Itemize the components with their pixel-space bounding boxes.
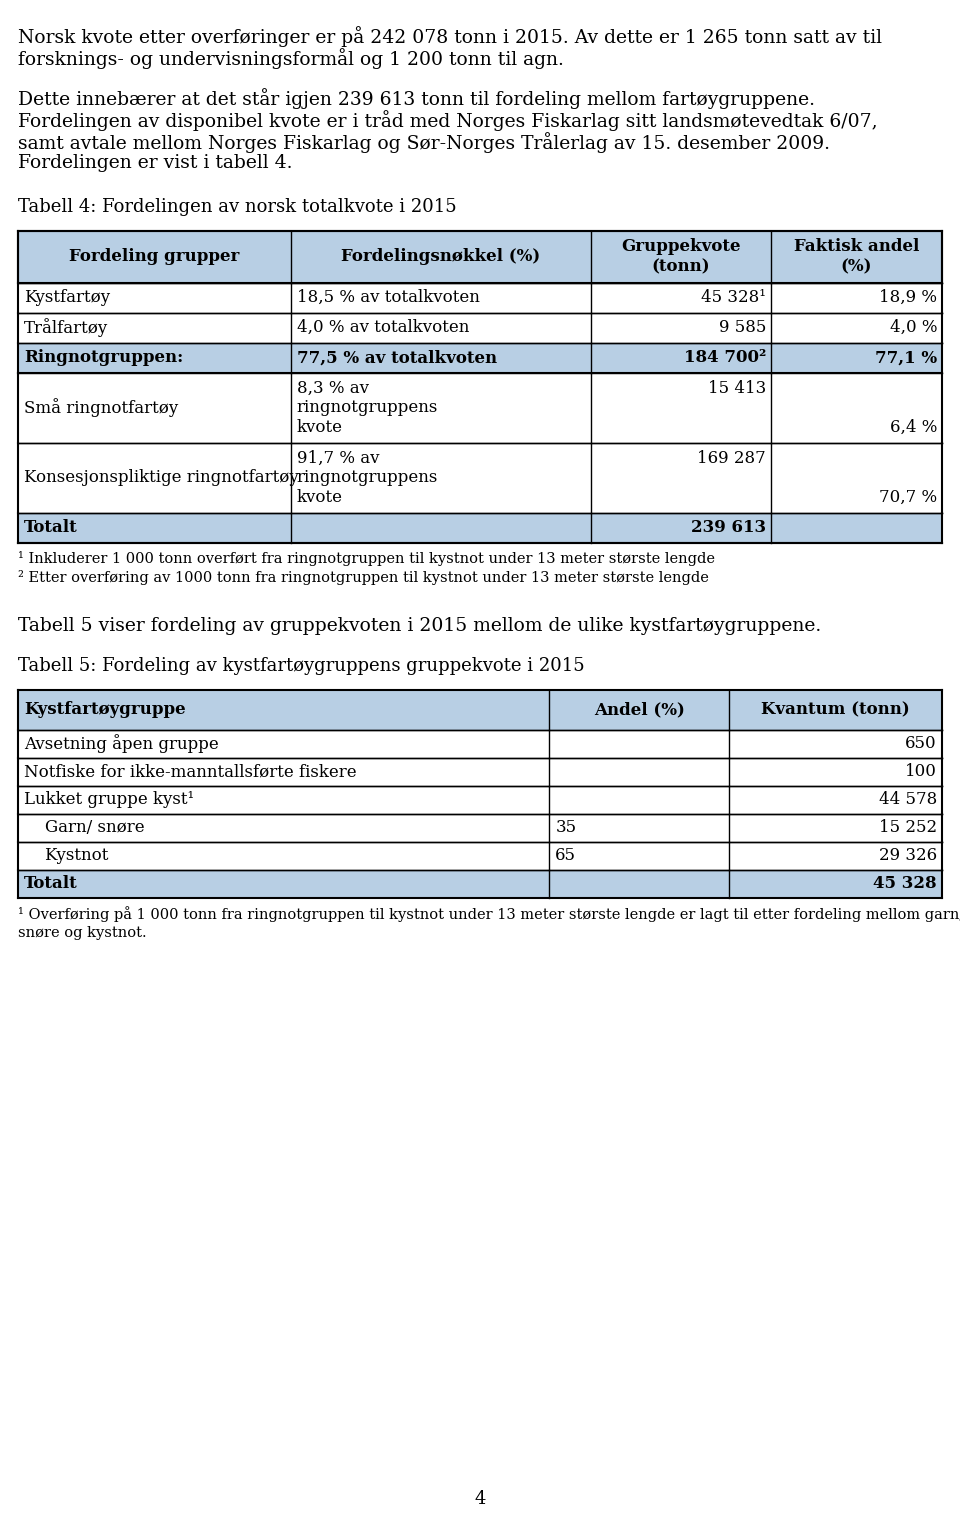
Text: 45 328¹: 45 328¹	[701, 289, 766, 306]
Text: 239 613: 239 613	[691, 519, 766, 536]
Text: 100: 100	[905, 763, 937, 780]
Text: 6,4 %: 6,4 %	[890, 419, 937, 436]
Text: 91,7 % av
ringnotgruppens
kvote: 91,7 % av ringnotgruppens kvote	[297, 450, 438, 506]
Text: Tabell 4: Fordelingen av norsk totalkvote i 2015: Tabell 4: Fordelingen av norsk totalkvot…	[18, 197, 457, 216]
Text: 70,7 %: 70,7 %	[878, 488, 937, 505]
Text: Fordelingen av disponibel kvote er i tråd med Norges Fiskarlag sitt landsmøteved: Fordelingen av disponibel kvote er i trå…	[18, 110, 877, 132]
Text: Notfiske for ikke-manntallsførte fiskere: Notfiske for ikke-manntallsførte fiskere	[24, 763, 356, 780]
Text: Kystfartøy: Kystfartøy	[24, 289, 110, 306]
Text: 77,1 %: 77,1 %	[875, 349, 937, 366]
Text: 15 413: 15 413	[708, 379, 766, 396]
Bar	[18, 757, 942, 786]
Text: Konsesjonspliktige ringnotfartøy: Konsesjonspliktige ringnotfartøy	[24, 470, 299, 487]
Bar	[18, 513, 942, 543]
Text: Tabell 5: Fordeling av kystfartøygruppens gruppekvote i 2015: Tabell 5: Fordeling av kystfartøygruppen…	[18, 656, 585, 675]
Text: Andel (%): Andel (%)	[594, 701, 684, 718]
Text: 8,3 % av
ringnotgruppens
kvote: 8,3 % av ringnotgruppens kvote	[297, 379, 438, 436]
Bar	[18, 373, 942, 442]
Text: Gruppekvote
(tonn): Gruppekvote (tonn)	[621, 239, 741, 275]
Text: Avsetning åpen gruppe: Avsetning åpen gruppe	[24, 734, 219, 753]
Text: 4,0 % av totalkvoten: 4,0 % av totalkvoten	[297, 320, 468, 337]
Bar	[18, 231, 942, 283]
Bar	[18, 312, 942, 343]
Text: Totalt: Totalt	[24, 875, 78, 892]
Text: Dette innebærer at det står igjen 239 613 tonn til fordeling mellom fartøygruppe: Dette innebærer at det står igjen 239 61…	[18, 89, 815, 109]
Text: Kystnot: Kystnot	[24, 848, 108, 864]
Bar	[18, 869, 942, 898]
Text: 9 585: 9 585	[719, 320, 766, 337]
Text: 184 700²: 184 700²	[684, 349, 766, 366]
Text: 4,0 %: 4,0 %	[890, 320, 937, 337]
Bar	[18, 842, 942, 869]
Text: Trålfartøy: Trålfartøy	[24, 318, 108, 337]
Text: Kvantum (tonn): Kvantum (tonn)	[761, 701, 910, 718]
Bar	[18, 690, 942, 730]
Text: 650: 650	[905, 736, 937, 753]
Text: Ringnotgruppen:: Ringnotgruppen:	[24, 349, 183, 366]
Text: Garn/ snøre: Garn/ snøre	[24, 819, 145, 837]
Text: ² Etter overføring av 1000 tonn fra ringnotgruppen til kystnot under 13 meter st: ² Etter overføring av 1000 tonn fra ring…	[18, 571, 708, 586]
Text: 4: 4	[474, 1490, 486, 1509]
Text: 18,5 % av totalkvoten: 18,5 % av totalkvoten	[297, 289, 479, 306]
Text: Fordeling grupper: Fordeling grupper	[69, 248, 239, 265]
Text: Lukket gruppe kyst¹: Lukket gruppe kyst¹	[24, 791, 194, 808]
Text: Fordelingsnøkkel (%): Fordelingsnøkkel (%)	[341, 248, 540, 265]
Text: Små ringnotfartøy: Små ringnotfartøy	[24, 398, 179, 418]
Bar	[18, 442, 942, 513]
Text: 44 578: 44 578	[878, 791, 937, 808]
Bar	[18, 343, 942, 373]
Bar	[18, 786, 942, 814]
Bar	[18, 814, 942, 842]
Text: 35: 35	[555, 819, 576, 837]
Text: 65: 65	[555, 848, 576, 864]
Text: Fordelingen er vist i tabell 4.: Fordelingen er vist i tabell 4.	[18, 155, 293, 171]
Text: Norsk kvote etter overføringer er på 242 078 tonn i 2015. Av dette er 1 265 tonn: Norsk kvote etter overføringer er på 242…	[18, 26, 882, 47]
Text: 77,5 % av totalkvoten: 77,5 % av totalkvoten	[297, 349, 496, 366]
Text: 45 328: 45 328	[874, 875, 937, 892]
Text: forsknings- og undervisningsformål og 1 200 tonn til agn.: forsknings- og undervisningsformål og 1 …	[18, 47, 564, 69]
Text: samt avtale mellom Norges Fiskarlag og Sør-Norges Trålerlag av 15. desember 2009: samt avtale mellom Norges Fiskarlag og S…	[18, 132, 830, 153]
Text: Kystfartøygruppe: Kystfartøygruppe	[24, 701, 185, 718]
Text: 169 287: 169 287	[697, 450, 766, 467]
Text: 15 252: 15 252	[878, 819, 937, 837]
Bar	[18, 283, 942, 312]
Text: 18,9 %: 18,9 %	[879, 289, 937, 306]
Text: ¹ Inkluderer 1 000 tonn overført fra ringnotgruppen til kystnot under 13 meter s: ¹ Inkluderer 1 000 tonn overført fra rin…	[18, 551, 715, 566]
Text: snøre og kystnot.: snøre og kystnot.	[18, 926, 147, 939]
Text: ¹ Overføring på 1 000 tonn fra ringnotgruppen til kystnot under 13 meter største: ¹ Overføring på 1 000 tonn fra ringnotgr…	[18, 906, 960, 921]
Text: 29 326: 29 326	[878, 848, 937, 864]
Text: Tabell 5 viser fordeling av gruppekvoten i 2015 mellom de ulike kystfartøygruppe: Tabell 5 viser fordeling av gruppekvoten…	[18, 617, 821, 635]
Bar	[18, 730, 942, 757]
Text: Faktisk andel
(%): Faktisk andel (%)	[794, 239, 920, 275]
Text: Totalt: Totalt	[24, 519, 78, 536]
